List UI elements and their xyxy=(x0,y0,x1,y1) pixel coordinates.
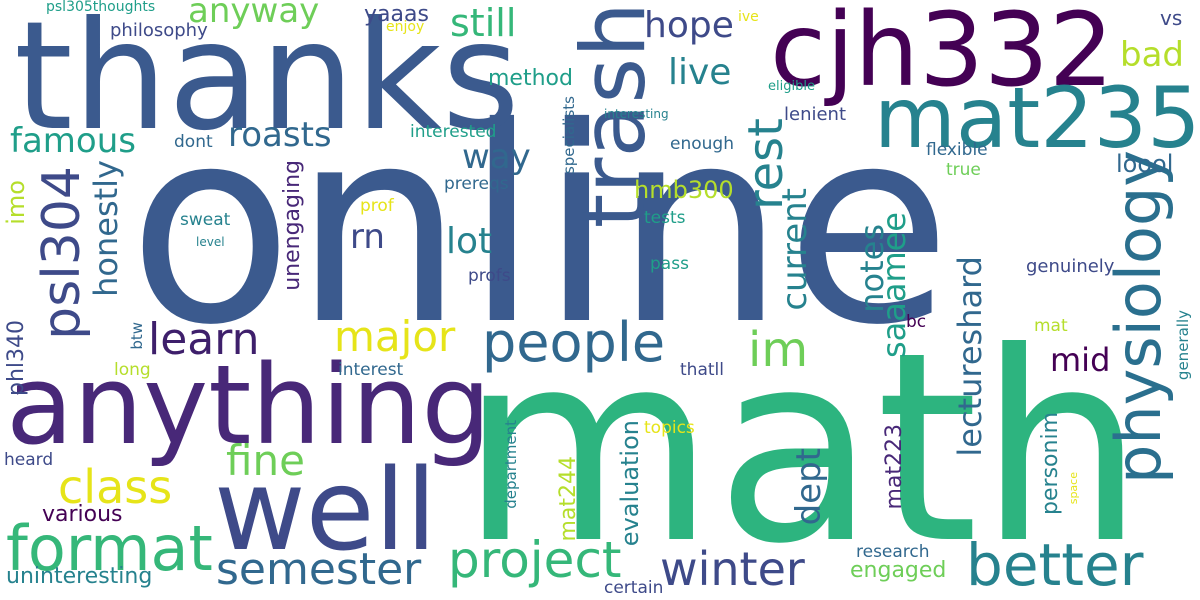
word-dept: dept xyxy=(789,448,829,526)
word-bad: bad xyxy=(1120,35,1184,75)
word-loool: loool xyxy=(1116,150,1174,178)
word-learn: learn xyxy=(148,314,260,365)
word-physiology: physiology xyxy=(1102,150,1175,485)
word-engaged: engaged xyxy=(850,558,947,583)
word-space: space xyxy=(1067,472,1080,505)
word-way: way xyxy=(462,137,531,177)
word-interesting: interesting xyxy=(604,107,669,121)
word-thatll: thatll xyxy=(680,360,724,380)
word-interest: interest xyxy=(338,360,404,380)
word-rn: rn xyxy=(350,217,385,257)
word-generally: generally xyxy=(1174,310,1192,381)
word-fine: fine xyxy=(226,436,305,485)
word-well: well xyxy=(214,446,437,576)
word-department: department xyxy=(502,420,520,509)
word-mat244: mat244 xyxy=(556,456,581,542)
word-semester: semester xyxy=(216,544,422,595)
word-method: method xyxy=(488,66,573,91)
word-online: online xyxy=(128,69,952,384)
word-winter: winter xyxy=(660,542,805,596)
word-people: people xyxy=(482,311,666,374)
word-unengaging: unengaging xyxy=(280,160,305,291)
word-prereqs: prereqs xyxy=(444,174,509,194)
word-mat235: mat235 xyxy=(874,69,1200,167)
word-btw: btw xyxy=(128,322,146,350)
word-hope: hope xyxy=(644,5,734,46)
word-math: math xyxy=(460,296,1145,600)
word-class: class xyxy=(58,460,173,514)
word-thanks: thanks xyxy=(14,0,520,164)
word-im: im xyxy=(748,322,809,378)
word-long: long xyxy=(114,360,151,380)
word-vs: vs xyxy=(1160,6,1183,30)
word-various: various xyxy=(42,502,123,527)
word-psl304: psl304 xyxy=(32,166,92,340)
word-project: project xyxy=(448,531,622,589)
word-eligible: eligible xyxy=(768,79,815,94)
word-ive: ive xyxy=(738,9,759,25)
word-genuinely: genuinely xyxy=(1026,256,1115,277)
word-certain: certain xyxy=(604,578,664,598)
word-cjh332: cjh332 xyxy=(770,0,1114,110)
word-pass: pass xyxy=(650,254,689,274)
word-evaluation: evaluation xyxy=(616,420,644,547)
word-anyway: anyway xyxy=(188,0,320,31)
word-lot: lot xyxy=(446,221,493,262)
word-philosophy: philosophy xyxy=(110,20,208,41)
word-personim: personim xyxy=(1038,412,1063,515)
word-honestly: honestly xyxy=(87,160,125,297)
word-enjoy: enjoy xyxy=(386,19,425,35)
word-uninteresting: uninteresting xyxy=(6,564,153,589)
word-heard: heard xyxy=(4,450,54,470)
word-prof: prof xyxy=(360,196,394,216)
word-lectureshard: lectureshard xyxy=(951,256,989,457)
word-roasts: roasts xyxy=(228,115,332,155)
word-mat: mat xyxy=(1034,316,1068,336)
word-still: still xyxy=(450,1,517,45)
word-level: level xyxy=(196,235,225,249)
word-famous: famous xyxy=(10,121,136,161)
word-true: true xyxy=(946,160,981,180)
word-better: better xyxy=(966,531,1144,599)
word-notes: notes xyxy=(853,224,891,313)
word-hmb300: hmb300 xyxy=(634,176,734,204)
word-bc: bc xyxy=(906,312,927,332)
word-imo: imo xyxy=(2,180,30,225)
word-tests: tests xyxy=(644,208,686,228)
word-format: format xyxy=(6,512,213,585)
word-mid: mid xyxy=(1050,341,1111,379)
word-specialists: specialists xyxy=(560,96,578,175)
word-dont: dont xyxy=(174,132,213,152)
word-interested: interested xyxy=(410,122,497,142)
word-major: major xyxy=(334,312,456,361)
word-lenient: lenient xyxy=(784,104,847,125)
word-yaaas: yaaas xyxy=(364,2,429,27)
word-profs: profs xyxy=(468,266,511,286)
word-flexible: flexible xyxy=(926,140,988,160)
word-topics: topics xyxy=(644,418,695,438)
word-current: current xyxy=(775,188,815,311)
word-sweat: sweat xyxy=(180,210,231,230)
word-anything: anything xyxy=(6,341,492,469)
word-live: live xyxy=(668,52,732,93)
word-research: research xyxy=(856,542,930,562)
word-psl305thoughts: psl305thoughts xyxy=(46,0,156,15)
word-enough: enough xyxy=(670,134,734,154)
word-mat223: mat223 xyxy=(882,424,907,510)
word-phl340: phl340 xyxy=(4,320,29,397)
